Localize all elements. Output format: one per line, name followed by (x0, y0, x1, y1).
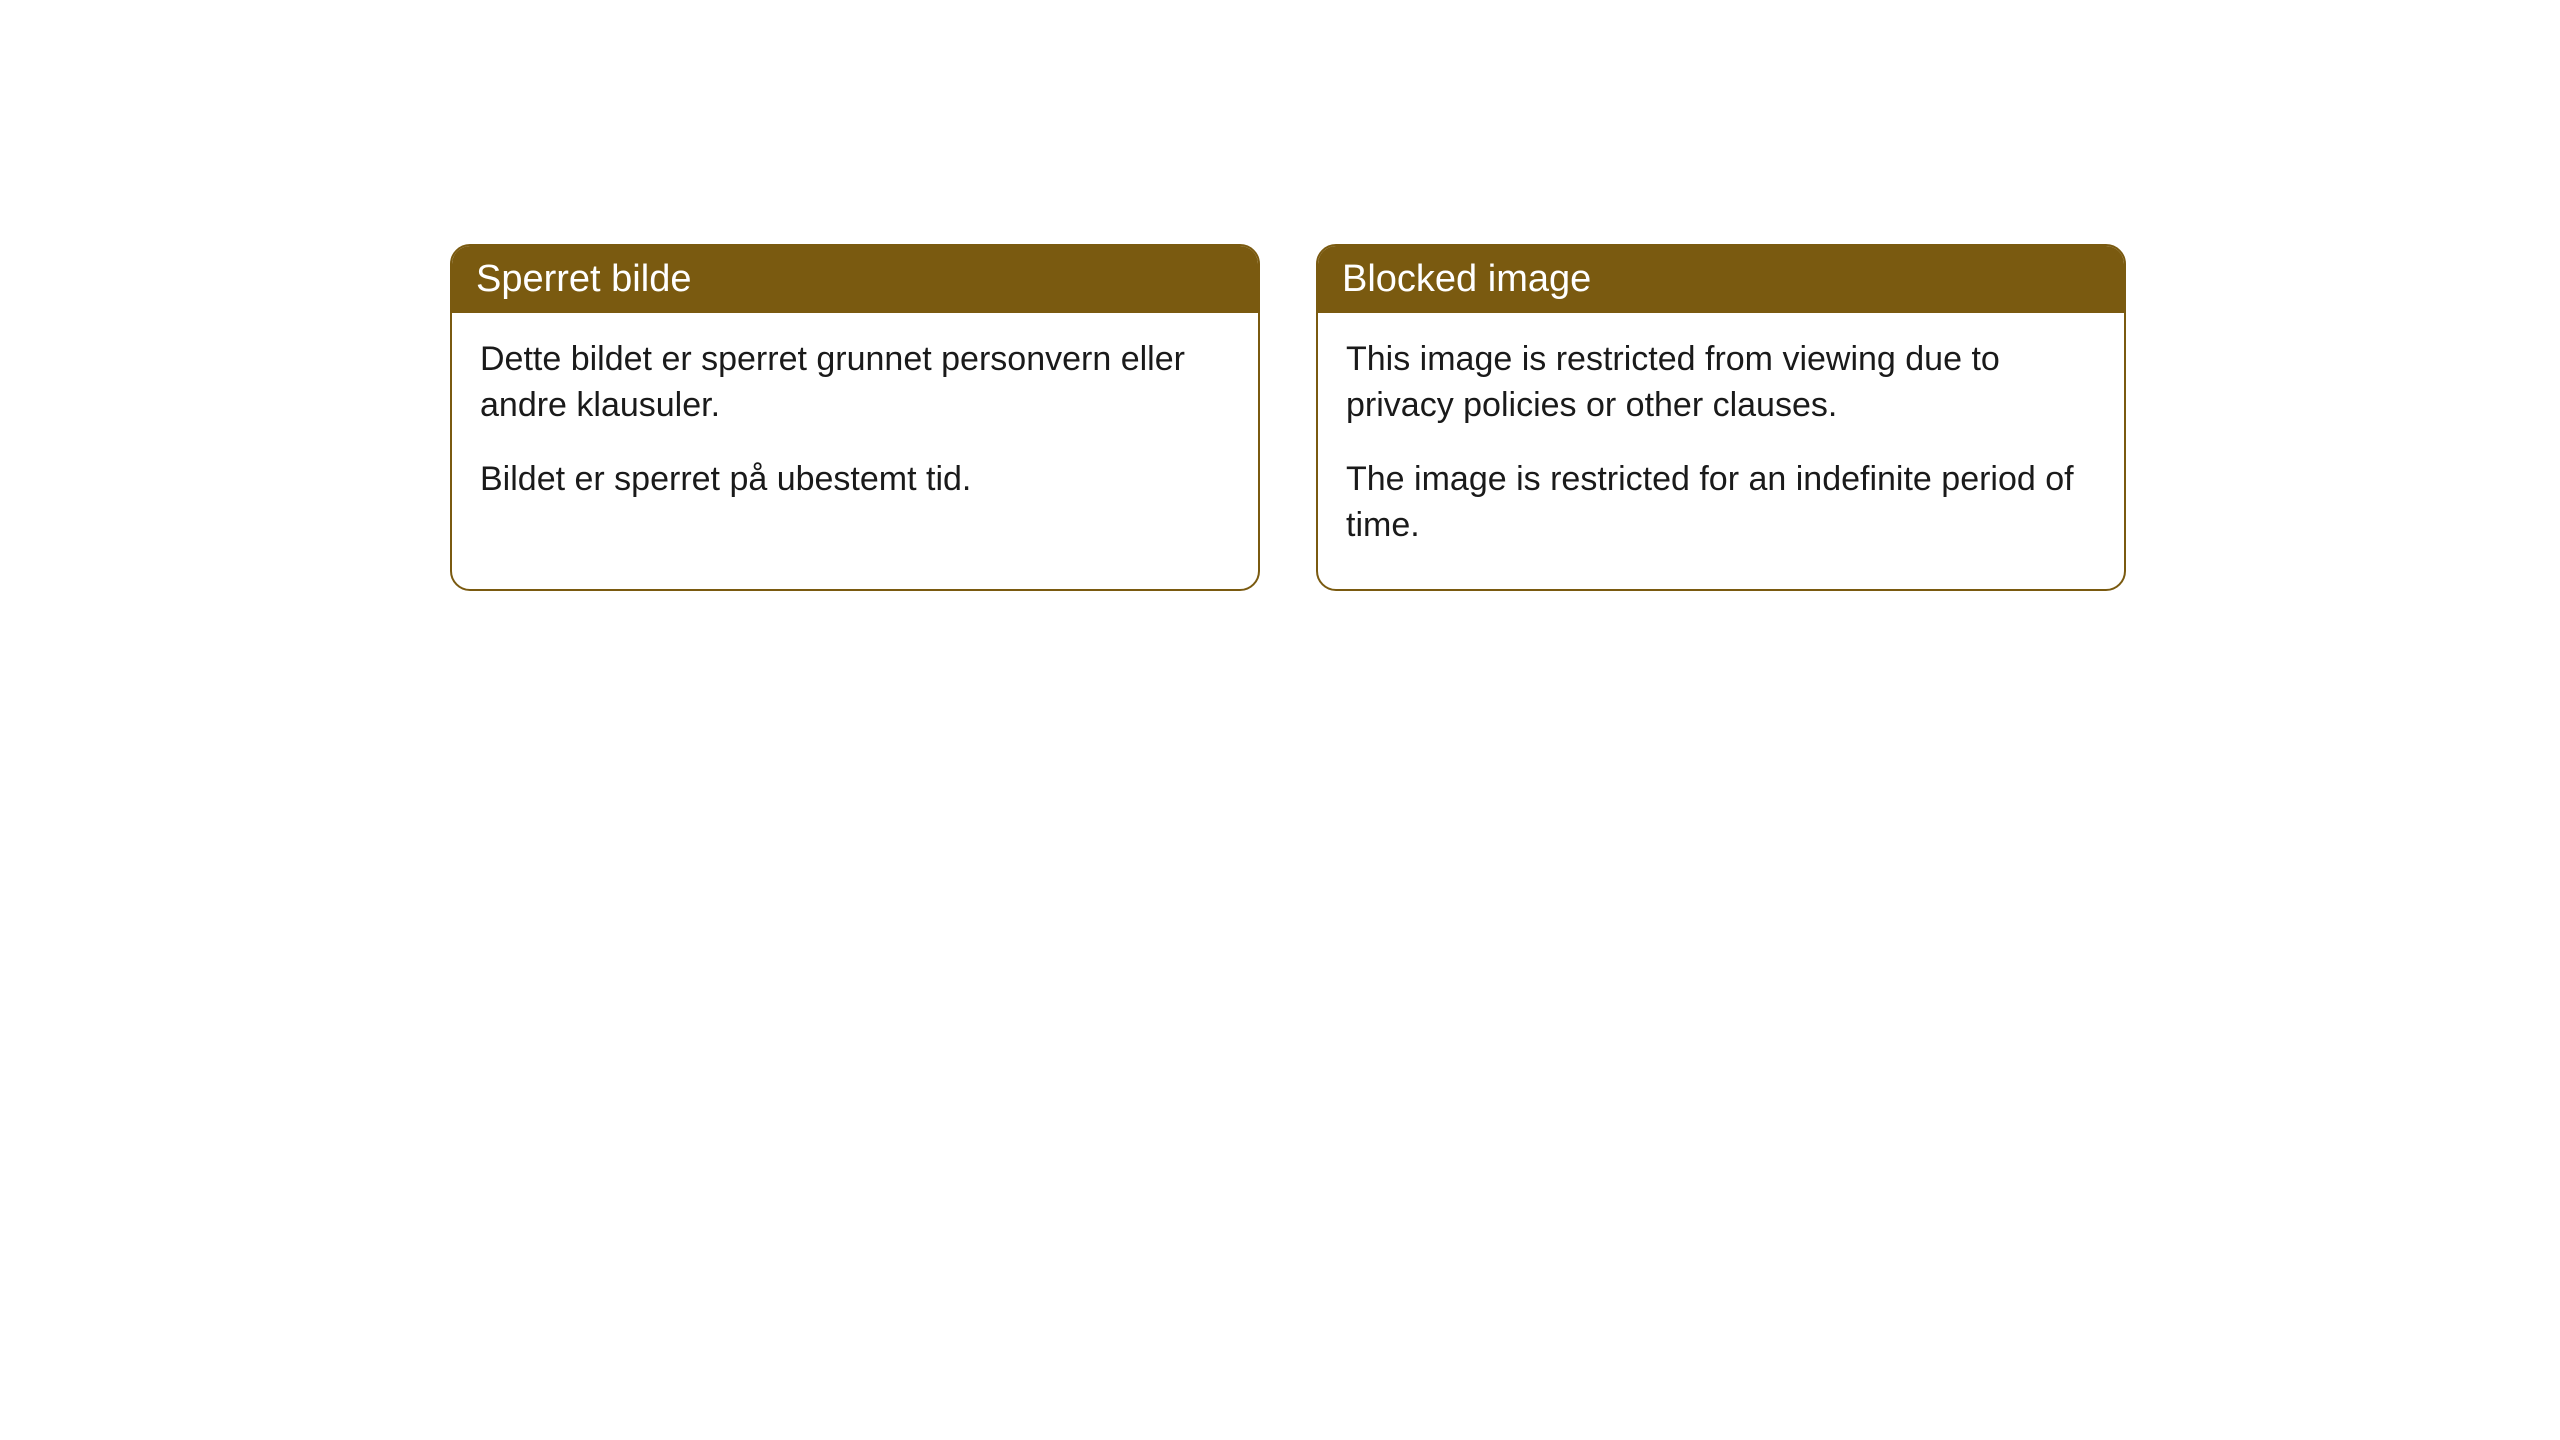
card-norwegian: Sperret bilde Dette bildet er sperret gr… (450, 244, 1260, 591)
card-body-english: This image is restricted from viewing du… (1318, 313, 2124, 589)
card-header-english: Blocked image (1318, 246, 2124, 313)
card-paragraph-1-norwegian: Dette bildet er sperret grunnet personve… (480, 337, 1230, 429)
card-body-norwegian: Dette bildet er sperret grunnet personve… (452, 313, 1258, 543)
card-english: Blocked image This image is restricted f… (1316, 244, 2126, 591)
card-paragraph-2-english: The image is restricted for an indefinit… (1346, 457, 2096, 549)
card-paragraph-1-english: This image is restricted from viewing du… (1346, 337, 2096, 429)
card-header-norwegian: Sperret bilde (452, 246, 1258, 313)
cards-container: Sperret bilde Dette bildet er sperret gr… (0, 0, 2560, 591)
card-paragraph-2-norwegian: Bildet er sperret på ubestemt tid. (480, 457, 1230, 503)
